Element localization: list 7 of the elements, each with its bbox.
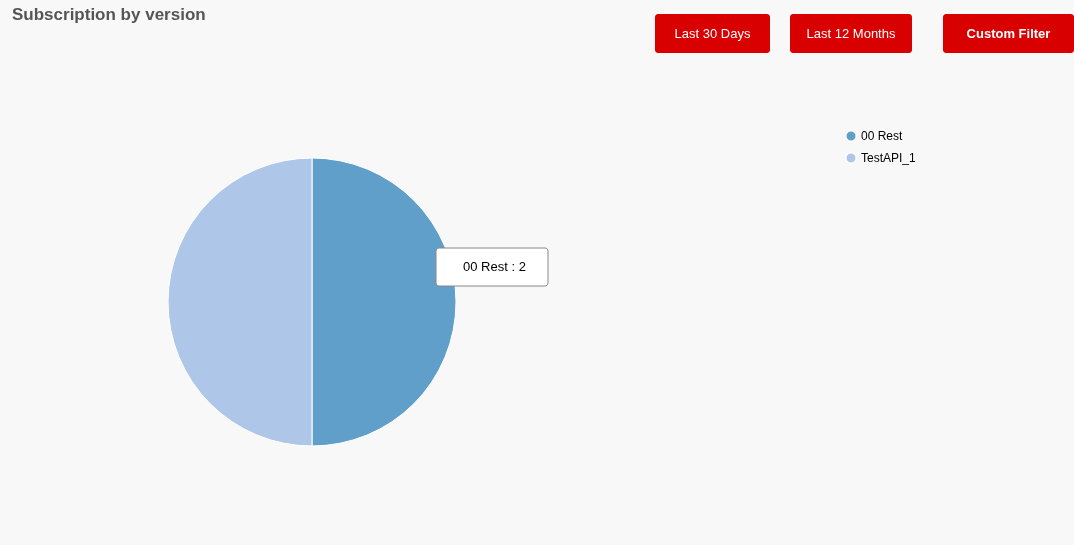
legend-label: 00 Rest <box>861 129 904 143</box>
text: Last 12 Months <box>806 26 896 41</box>
text: Custom Filter <box>966 26 1051 41</box>
text: 00 Rest : 2 <box>463 259 526 274</box>
text: Last 30 Days <box>674 26 751 41</box>
legend-label: TestAPI_1 <box>861 151 917 165</box>
chart-title: Subscription by version <box>12 5 206 24</box>
